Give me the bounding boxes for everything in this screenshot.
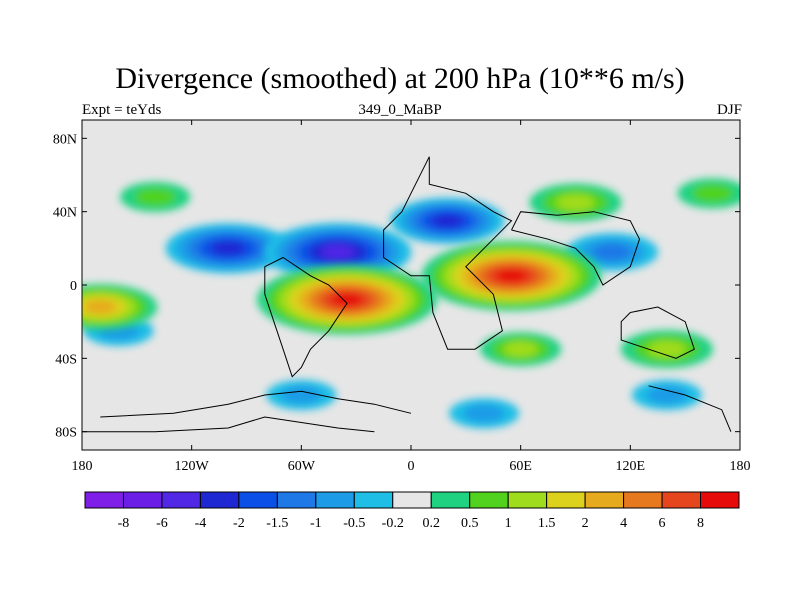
coastline-3	[100, 390, 412, 418]
colorbar-label: 2	[582, 516, 589, 531]
x-tick-label: 120E	[616, 459, 646, 474]
colorbar-swatch	[84, 491, 124, 509]
field-center-15	[677, 178, 740, 209]
coastline-4	[82, 416, 375, 433]
colorbar-label: 4	[620, 516, 627, 531]
colorbar-label: -1	[310, 516, 322, 531]
colorbar-swatch	[315, 491, 355, 509]
colorbar-label: -0.2	[382, 516, 404, 531]
colorbar-swatch	[238, 491, 278, 509]
field-center-1	[264, 223, 412, 281]
x-tick-label: 60W	[288, 459, 316, 474]
field-contour	[280, 386, 322, 404]
field-contour	[210, 240, 246, 256]
colorbar-label: 0.5	[461, 516, 479, 531]
colorbar-swatch	[276, 491, 317, 509]
field-contour	[592, 243, 632, 261]
colorbar-label: -2	[233, 516, 245, 531]
field-contour	[495, 268, 529, 283]
coastline-6	[648, 385, 732, 432]
y-tick-label: 0	[70, 279, 77, 294]
colorbar-label: -4	[195, 516, 207, 531]
field-contour	[692, 184, 734, 203]
field-center-6	[449, 398, 520, 429]
field-contour	[556, 194, 595, 211]
colorbar-swatch	[546, 491, 586, 509]
season-label: DJF	[716, 102, 742, 118]
field-contour	[330, 292, 364, 307]
colorbar-swatch	[584, 491, 625, 509]
colorbar-label: 8	[697, 516, 704, 531]
colorbar-label: 0.2	[422, 516, 440, 531]
chart-title: Divergence (smoothed) at 200 hPa (10**6 …	[115, 62, 685, 95]
coastline-2	[264, 257, 348, 378]
colorbar-label: 1	[505, 516, 512, 531]
coastline-1	[511, 211, 641, 286]
field-center-0	[165, 223, 291, 274]
field-contour	[647, 340, 687, 358]
colorbar-label: -1.5	[266, 516, 288, 531]
field-contour	[134, 188, 176, 206]
continent-outlines	[82, 156, 732, 433]
colorbar-label: -6	[156, 516, 168, 531]
x-tick-label: 180	[730, 459, 751, 474]
field-center-8	[257, 264, 438, 335]
x-axis: 180 120W 60W 0 60E 120E 180	[72, 120, 751, 474]
period-label: 349_0_MaBP	[358, 102, 442, 118]
coastline-0	[383, 156, 513, 350]
field-contour	[646, 386, 688, 404]
colorbar-swatch	[161, 491, 201, 509]
colorbar-swatch	[700, 491, 740, 509]
field-center-7	[631, 380, 702, 410]
colorbar-swatch	[661, 491, 702, 509]
colorbar-label: 1.5	[538, 516, 556, 531]
x-tick-label: 0	[408, 459, 415, 474]
colorbar-swatch	[353, 491, 394, 509]
x-tick-label: 60E	[509, 459, 532, 474]
field-center-14	[480, 332, 562, 367]
field-contour	[84, 300, 117, 314]
colorbar-label: 6	[659, 516, 666, 531]
colorbar-swatch	[122, 491, 163, 509]
coastline-5	[620, 306, 695, 359]
field-contour	[463, 404, 505, 423]
y-axis: 80N 40N 0 40S 80S	[53, 132, 740, 441]
y-tick-label: 80N	[53, 132, 77, 147]
colorbar-swatch	[392, 491, 432, 509]
colorbar-swatch	[469, 491, 509, 509]
y-tick-label: 40N	[53, 206, 77, 221]
y-tick-label: 80S	[55, 426, 77, 441]
field-center-2	[390, 197, 505, 244]
colorbar-swatch	[199, 491, 240, 509]
field-center-9	[421, 240, 602, 311]
colorbar-label: -0.5	[343, 516, 365, 531]
field-contour	[320, 244, 356, 260]
colorbar-swatch	[430, 491, 471, 509]
x-tick-label: 180	[72, 459, 93, 474]
field-center-11	[529, 183, 622, 222]
colorbar-label: -8	[118, 516, 130, 531]
field-contour	[431, 213, 464, 228]
field-center-10	[82, 284, 158, 330]
colorbar: -8 -6 -4 -2 -1.5 -1 -0.5 -0.2 0.2 0.5 1 1.5 2 4 6 8	[84, 491, 740, 531]
colorbar-swatch	[507, 491, 548, 509]
field-center-13	[620, 330, 713, 369]
field-center-5	[266, 380, 337, 410]
experiment-label: Expt = teYds	[82, 102, 162, 118]
colorbar-swatch	[623, 491, 663, 509]
y-tick-label: 40S	[55, 352, 77, 367]
x-tick-label: 120W	[175, 459, 210, 474]
field-contour	[503, 341, 539, 357]
field-center-12	[120, 182, 191, 212]
